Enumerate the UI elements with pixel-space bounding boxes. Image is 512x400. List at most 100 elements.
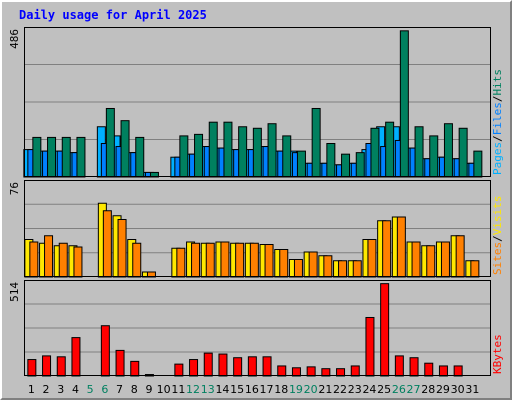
sites-bar	[176, 247, 186, 278]
kbytes-bar	[189, 359, 199, 377]
kbytes-bar	[321, 368, 331, 377]
kbytes-max-label: 514	[8, 282, 21, 302]
kbytes-bar	[350, 365, 360, 377]
legend-kbytes: KBytes	[491, 334, 504, 374]
hits-bar	[194, 133, 204, 178]
sites-bar	[440, 241, 450, 278]
day-label: 21	[318, 383, 332, 396]
kbytes-bar	[306, 366, 316, 377]
hits-bar	[135, 136, 145, 178]
kbytes-bar	[291, 367, 301, 377]
hits-bar	[238, 126, 248, 178]
day-label: 13	[201, 383, 215, 396]
hits-bar	[429, 135, 439, 178]
legend-files: Files	[491, 102, 504, 135]
hits-bar	[385, 121, 395, 178]
legend-pages: Pages	[491, 142, 504, 175]
hits-bar	[267, 123, 277, 178]
sites-bar	[470, 260, 480, 278]
plot-frame	[24, 180, 491, 277]
plot-frame	[24, 27, 491, 177]
day-label: 9	[145, 383, 152, 396]
day-label: 11	[171, 383, 185, 396]
kbytes-bar	[56, 356, 66, 377]
hits-bar	[473, 150, 483, 178]
day-label: 2	[43, 383, 50, 396]
sites-bar	[426, 245, 436, 278]
day-label: 30	[451, 383, 465, 396]
sites-bar	[29, 241, 39, 278]
sites-bar	[367, 239, 377, 278]
day-label: 6	[101, 383, 108, 396]
plot-frame	[24, 280, 491, 376]
day-label: 3	[57, 383, 64, 396]
sites-bar	[102, 210, 112, 278]
hits-bar	[326, 143, 336, 178]
day-label: 17	[260, 383, 274, 396]
hits-bar	[443, 123, 453, 178]
sites-bar	[132, 242, 142, 278]
kbytes-bar	[174, 363, 184, 377]
hits-bar	[223, 121, 233, 178]
kbytes-bar	[27, 359, 37, 377]
hits-bar	[252, 127, 262, 178]
hits-bar	[458, 127, 468, 178]
sites-bar	[382, 220, 392, 278]
kbytes-bar	[409, 357, 419, 377]
kbytes-bar	[233, 357, 243, 377]
hits-bar	[76, 136, 86, 178]
hits-bar	[355, 152, 365, 178]
sites-legend: Sites/Visits	[491, 196, 504, 276]
sites-bar	[191, 242, 201, 278]
legend-sites: Sites	[491, 242, 504, 275]
day-label: 25	[377, 383, 391, 396]
sites-bar	[220, 241, 230, 278]
kbytes-bar	[380, 283, 390, 377]
sites-bar	[205, 242, 215, 278]
sites-bar	[279, 249, 289, 278]
kbytes-panel: 514 KBytes	[8, 280, 504, 377]
hits-bar	[399, 30, 409, 178]
sites-max-label: 76	[8, 182, 21, 195]
legend-separator: /	[491, 235, 504, 242]
day-label: 23	[348, 383, 362, 396]
sites-bar	[411, 241, 421, 278]
day-label: 29	[436, 383, 450, 396]
sites-visits-panel: 76 Sites/Visits	[8, 180, 504, 278]
day-label: 31	[465, 383, 479, 396]
chart-title: Daily usage for April 2025	[19, 8, 207, 22]
sites-bar	[235, 242, 245, 278]
kbytes-bar	[115, 349, 125, 377]
day-label: 12	[186, 383, 200, 396]
hits-bar	[414, 126, 424, 178]
day-label: 24	[362, 383, 376, 396]
day-label: 18	[274, 383, 288, 396]
day-label: 4	[72, 383, 79, 396]
legend-separator: /	[491, 135, 504, 142]
hits-bar	[296, 150, 306, 178]
kbytes-bar	[394, 355, 404, 377]
kbytes-bar	[262, 356, 272, 377]
sites-bar	[249, 242, 259, 278]
hits-bar	[208, 121, 218, 178]
kbytes-bar	[453, 365, 463, 377]
hits-bar	[105, 107, 115, 178]
hits-bar	[179, 135, 189, 178]
sites-bar	[352, 260, 362, 278]
kbytes-bar	[218, 353, 228, 377]
hits-bar	[370, 127, 380, 178]
hits-bar	[311, 107, 321, 178]
kbytes-bar	[203, 352, 213, 377]
day-label: 27	[407, 383, 421, 396]
hits-max-label: 486	[8, 29, 21, 49]
kbytes-bar	[365, 316, 375, 377]
sites-bar	[455, 235, 465, 278]
hits-bar	[282, 135, 292, 178]
kbytes-bar	[71, 337, 81, 377]
hits-bar	[32, 136, 42, 178]
sites-bar	[44, 235, 54, 278]
day-label: 16	[245, 383, 259, 396]
hits-bar	[47, 136, 57, 178]
